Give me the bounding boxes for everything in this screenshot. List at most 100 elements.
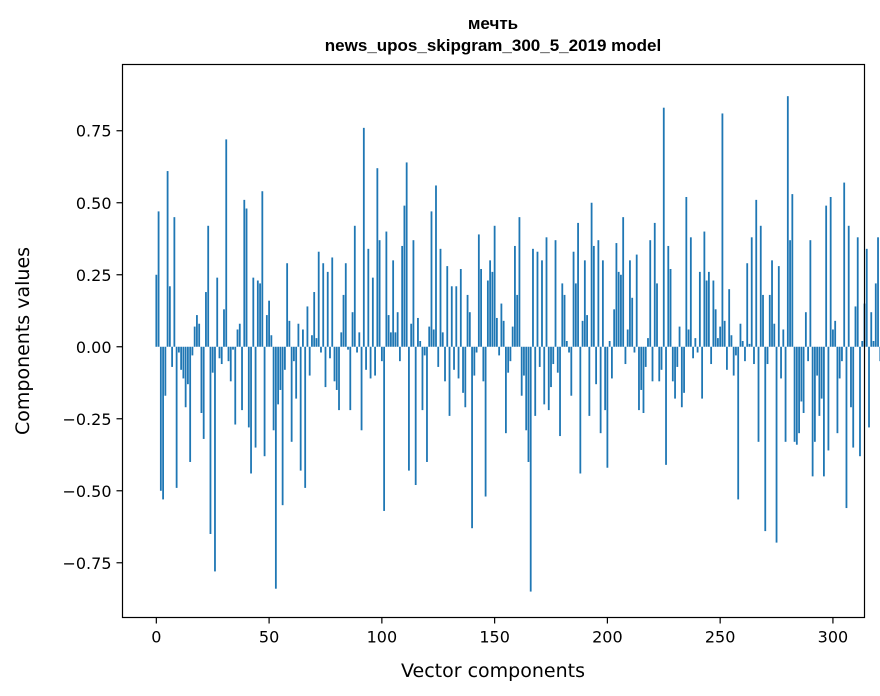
y-axis-label: Components values <box>12 247 34 435</box>
bar <box>547 346 550 411</box>
y-tick-label: −0.25 <box>62 410 111 429</box>
x-tick-label: 200 <box>592 628 623 647</box>
bar <box>466 294 469 347</box>
x-tick-label: 100 <box>367 628 398 647</box>
bar <box>306 306 309 347</box>
bar <box>604 346 607 411</box>
bar <box>762 294 764 347</box>
bar <box>570 346 573 396</box>
bar <box>683 346 685 393</box>
bar <box>694 338 697 347</box>
bar <box>872 341 875 347</box>
bar <box>252 277 255 347</box>
x-axis: 0 50 100 150 200 250 300 <box>151 617 848 647</box>
bar <box>586 315 588 347</box>
bar <box>477 234 480 347</box>
bars-group <box>155 96 880 592</box>
bar <box>717 338 719 347</box>
bar <box>468 312 471 347</box>
bar <box>344 263 347 347</box>
bar <box>750 237 753 347</box>
bar <box>412 240 415 347</box>
bar <box>435 185 437 347</box>
bar <box>710 346 713 365</box>
bar <box>225 139 228 347</box>
bar <box>191 346 194 356</box>
y-tick-label: 0.50 <box>76 194 112 213</box>
bar <box>263 346 266 457</box>
bar <box>464 346 467 408</box>
bar <box>457 346 460 379</box>
bar <box>852 346 855 448</box>
bar <box>868 346 870 428</box>
bar <box>340 332 343 347</box>
bar <box>847 225 850 347</box>
bar <box>789 240 791 347</box>
bar <box>408 346 410 471</box>
bar <box>448 346 451 416</box>
bar <box>401 245 404 347</box>
bar <box>293 346 295 362</box>
bar <box>349 346 352 411</box>
bar <box>629 260 631 347</box>
y-tick-label: −0.75 <box>62 554 111 573</box>
bar <box>180 346 183 370</box>
bar <box>795 346 798 445</box>
bar <box>218 346 221 359</box>
bar <box>800 346 803 402</box>
bar <box>820 346 823 399</box>
bar <box>773 323 776 347</box>
bar <box>698 271 701 347</box>
bar <box>777 266 780 347</box>
bar <box>265 315 268 347</box>
bar <box>286 263 289 347</box>
bar <box>484 346 487 497</box>
bar <box>380 346 383 362</box>
bar <box>229 346 232 382</box>
bar <box>516 294 519 347</box>
bar <box>360 346 363 431</box>
bar <box>335 346 338 390</box>
bar <box>502 320 505 347</box>
bar <box>387 315 390 347</box>
bar <box>608 341 611 347</box>
bar <box>324 346 327 388</box>
bar <box>232 346 234 350</box>
bar <box>200 346 203 413</box>
bar <box>403 205 406 347</box>
bar <box>687 329 690 347</box>
bar <box>662 107 665 347</box>
bar <box>374 346 376 376</box>
chart-subtitle: news_upos_skipgram_300_5_2019 model <box>325 36 661 55</box>
bar <box>520 346 523 396</box>
bar <box>399 346 401 362</box>
bar <box>157 211 160 347</box>
bar <box>245 208 248 347</box>
bar <box>816 346 819 376</box>
bar <box>631 297 634 347</box>
bar <box>658 346 661 382</box>
bar <box>667 245 670 347</box>
bar <box>389 332 392 347</box>
bar <box>299 346 302 471</box>
bar <box>281 346 284 506</box>
bar <box>274 346 277 589</box>
y-tick-label: 0.25 <box>76 266 112 285</box>
bar <box>552 346 555 365</box>
bar <box>358 332 361 347</box>
bar <box>865 248 868 347</box>
bar <box>495 317 498 347</box>
bar <box>259 283 261 347</box>
bar <box>202 346 205 439</box>
bar <box>583 260 586 347</box>
bar <box>243 199 246 347</box>
bar <box>597 240 600 347</box>
bar <box>320 346 322 353</box>
bar <box>877 237 879 347</box>
x-tick-label: 150 <box>479 628 510 647</box>
bar <box>168 286 171 347</box>
bar <box>656 283 658 347</box>
bar <box>507 346 510 373</box>
bar <box>283 346 286 370</box>
bar <box>351 312 354 347</box>
